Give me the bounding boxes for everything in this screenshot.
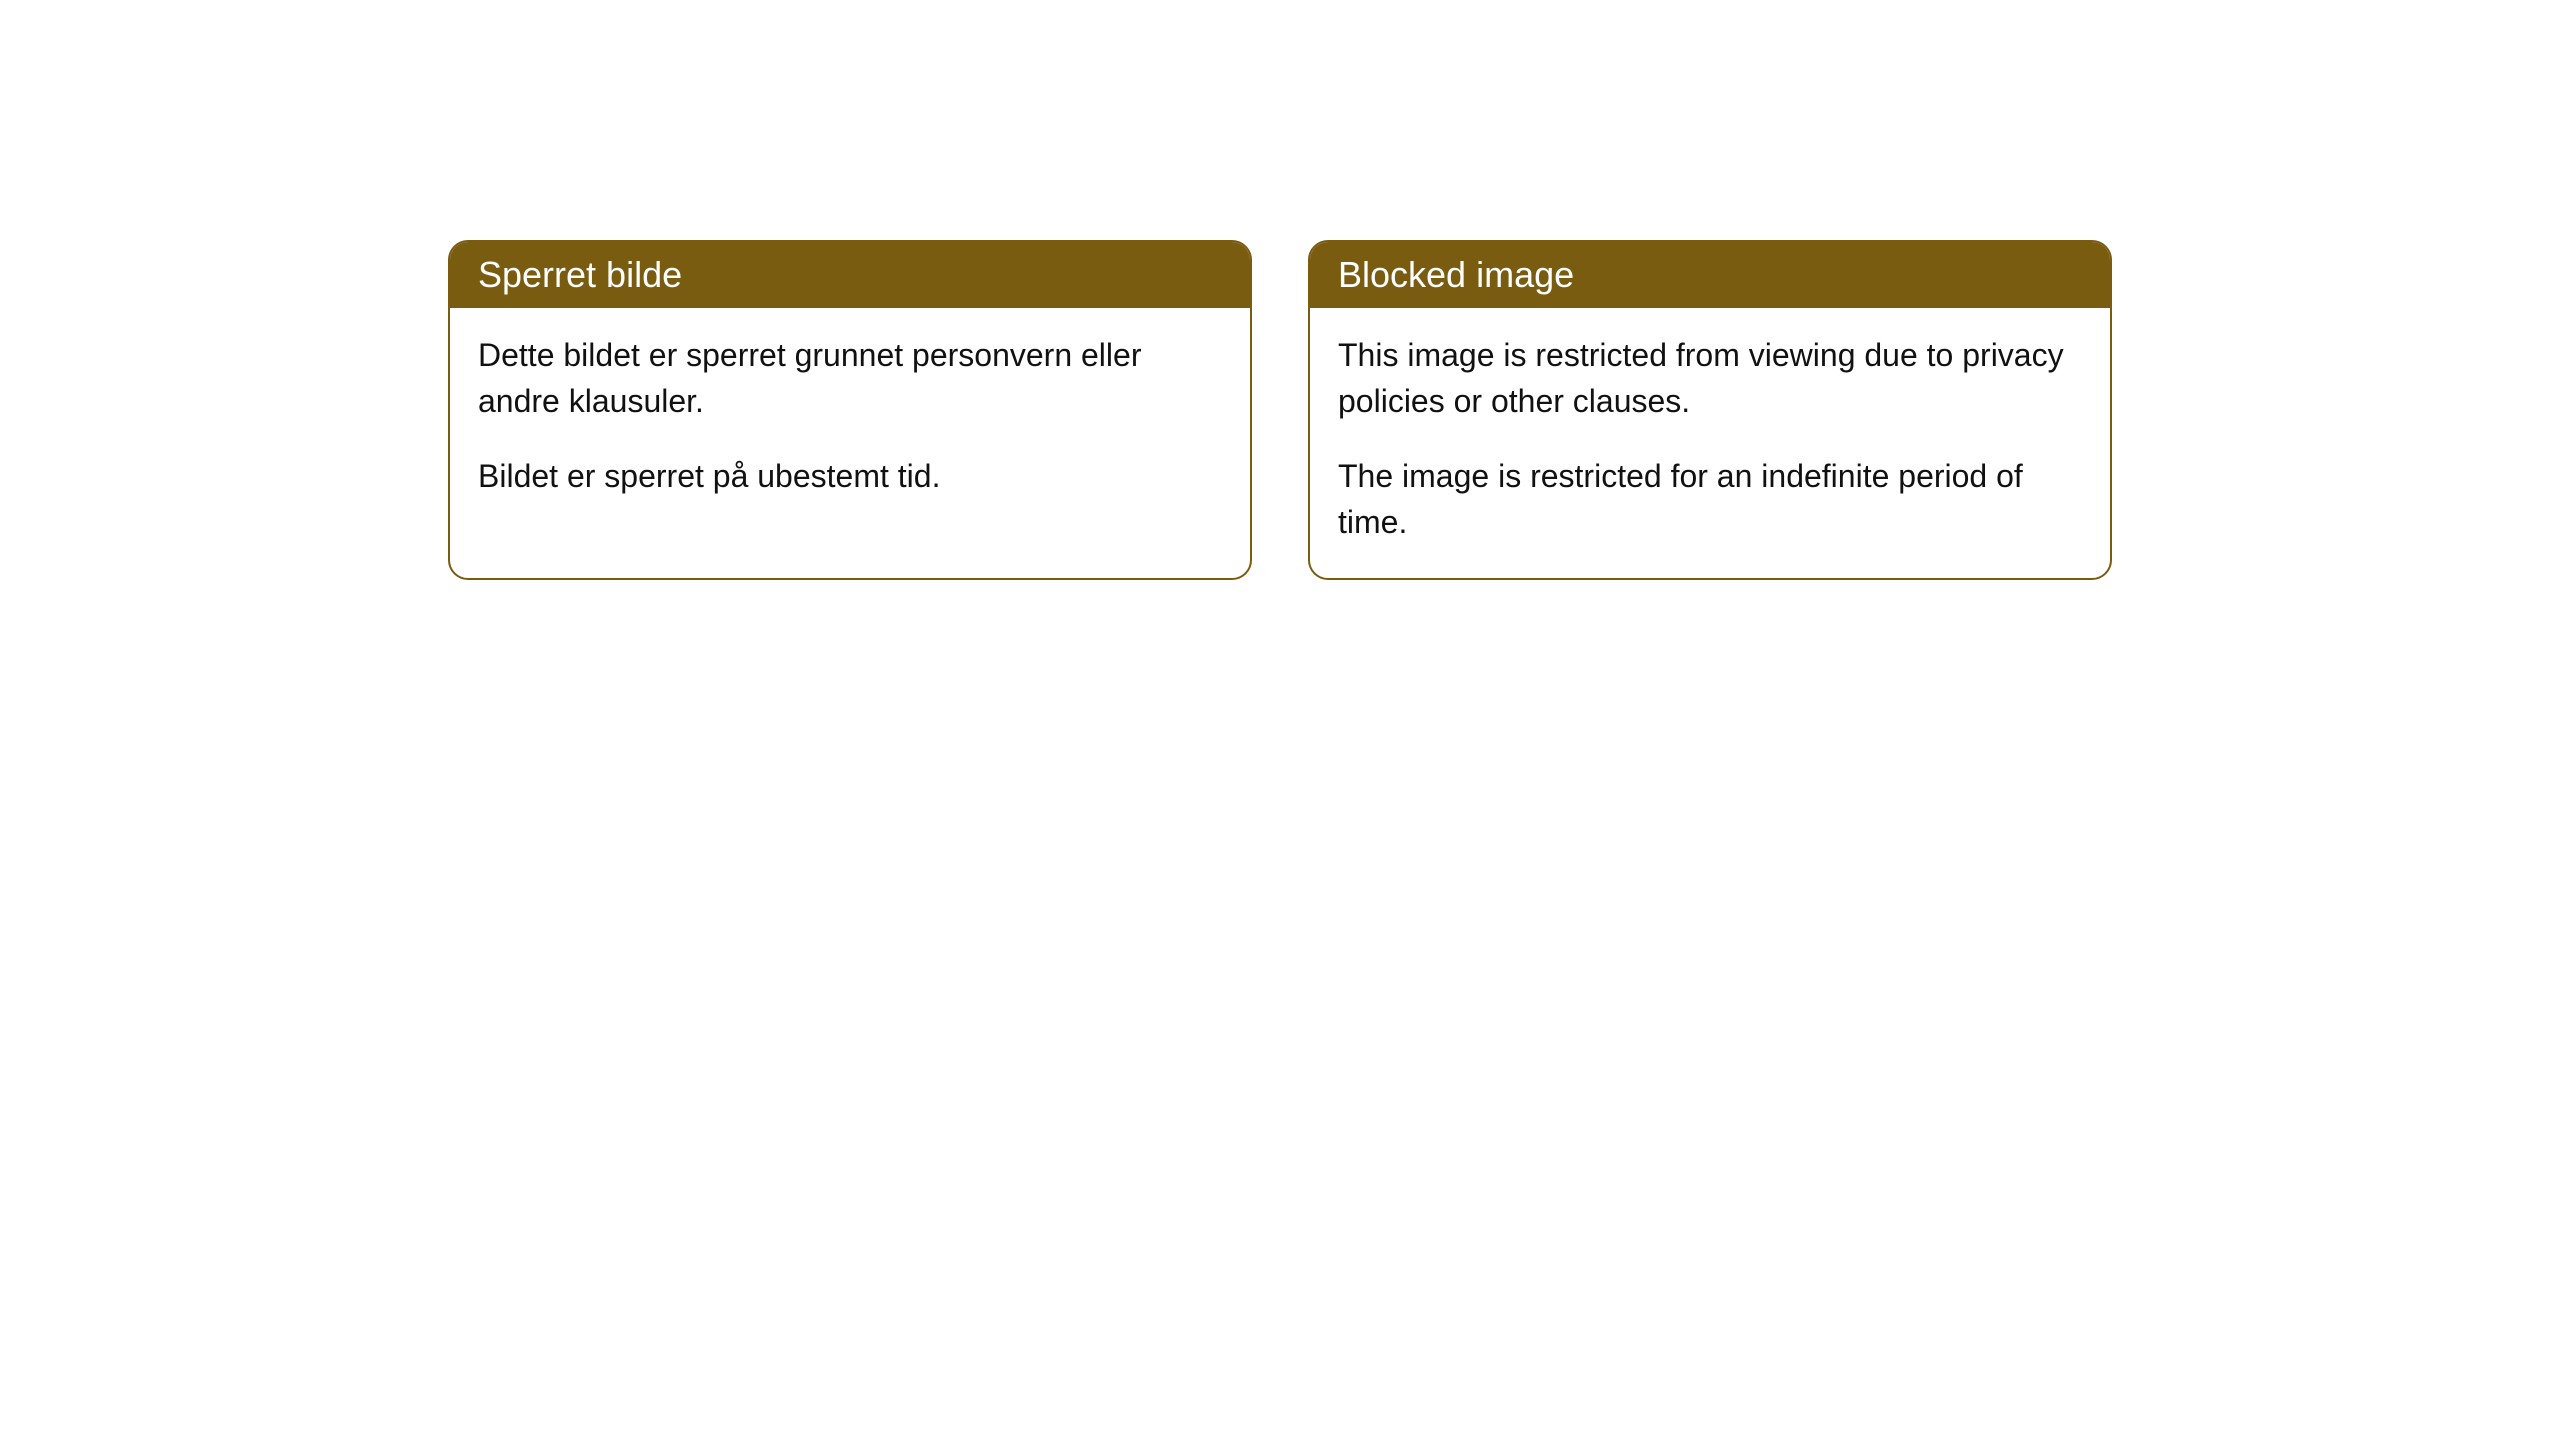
card-paragraph: Bildet er sperret på ubestemt tid. [478,453,1222,499]
notice-card-norwegian: Sperret bilde Dette bildet er sperret gr… [448,240,1252,580]
card-header-title: Sperret bilde [450,242,1250,308]
notice-card-english: Blocked image This image is restricted f… [1308,240,2112,580]
card-body: This image is restricted from viewing du… [1310,308,2110,578]
card-paragraph: This image is restricted from viewing du… [1338,332,2082,425]
card-paragraph: Dette bildet er sperret grunnet personve… [478,332,1222,425]
notice-container: Sperret bilde Dette bildet er sperret gr… [448,240,2112,580]
card-header-title: Blocked image [1310,242,2110,308]
card-body: Dette bildet er sperret grunnet personve… [450,308,1250,531]
card-paragraph: The image is restricted for an indefinit… [1338,453,2082,546]
